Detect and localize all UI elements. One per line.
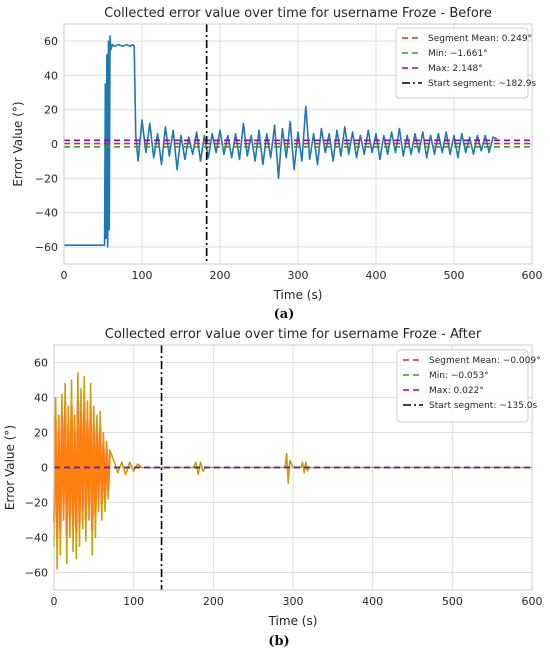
chart1-legend-box — [395, 27, 529, 99]
chart2-legend-box — [396, 349, 529, 423]
chart2-ytick-label-3: 0 — [41, 462, 48, 475]
chart2-ytick-label-6: 60 — [34, 357, 48, 370]
chart1-ytick-label-4: 20 — [44, 104, 58, 117]
chart2-xtick-label-5: 500 — [442, 595, 463, 608]
chart2-ytick-label-4: 20 — [34, 427, 48, 440]
chart2-caption: (b) — [268, 634, 289, 649]
chart1-ytick-label-1: −40 — [35, 207, 58, 220]
chart1-legend: Segment Mean: 0.249° Min: −1.661° Max: 2.1… — [395, 27, 537, 99]
chart2-series-overlay-0 — [52, 401, 111, 539]
chart1: 0 100 200 300 400 500 600 −60 −40 −20 0 20 40 60 Colle… — [11, 6, 543, 322]
chart2-xlabel: Time (s) — [268, 614, 318, 628]
chart1-ytick-label-2: −20 — [35, 172, 58, 185]
chart2-legend-label-mean: Segment Mean: −0.009° — [429, 356, 541, 366]
chart1-xtick-label-5: 500 — [444, 269, 465, 282]
chart2-legend-label-min: Min: −0.053° — [429, 371, 489, 381]
chart2-xtick-label-1: 100 — [123, 595, 144, 608]
chart1-series-line-0 — [64, 35, 498, 248]
chart1-ytick-label-3: 0 — [51, 138, 58, 151]
chart2-ytick-label-1: −40 — [25, 532, 48, 545]
chart1-xtick-label-2: 200 — [210, 269, 231, 282]
chart2-ylabel: Error Value (°) — [3, 425, 17, 510]
chart1-ytick-label-5: 40 — [44, 69, 58, 82]
chart2: 0 100 200 300 400 500 600 −60 −40 −20 0 20 40 60 Colle… — [3, 327, 543, 649]
chart1-legend-label-mean: Segment Mean: 0.249° — [428, 34, 532, 44]
chart1-xtick-label-4: 400 — [366, 269, 387, 282]
chart2-legend-label-max: Max: 0.022° — [429, 386, 484, 396]
chart1-xlabel: Time (s) — [273, 288, 323, 302]
chart1-ytick-label-6: 60 — [44, 35, 58, 48]
chart1-xtick-label-3: 300 — [288, 269, 309, 282]
chart1-xtick-label-0: 0 — [61, 269, 68, 282]
chart1-title: Collected error value over time for user… — [104, 6, 492, 21]
chart2-xtick-label-6: 600 — [522, 595, 543, 608]
chart2-xtick-label-2: 200 — [203, 595, 224, 608]
chart2-frame — [53, 344, 533, 591]
chart1-ylabel: Error Value (°) — [11, 101, 25, 186]
chart1-xtick-label-6: 600 — [522, 269, 543, 282]
chart2-xtick-label-3: 300 — [283, 595, 304, 608]
chart1-frame — [63, 23, 533, 265]
chart2-title: Collected error value over time for user… — [105, 327, 482, 342]
chart2-legend: Segment Mean: −0.009° Min: −0.053° Max: 0.… — [396, 349, 541, 423]
chart1-ytick-label-0: −60 — [35, 241, 58, 254]
chart1-legend-label-start: Start segment: ~182.9s — [428, 79, 537, 89]
chart2-ytick-label-5: 40 — [34, 392, 48, 405]
chart2-xtick-label-0: 0 — [51, 595, 58, 608]
chart2-legend-label-start: Start segment: ~135.0s — [429, 401, 538, 411]
chart1-xtick-label-1: 100 — [132, 269, 153, 282]
chart1-legend-label-min: Min: −1.661° — [428, 49, 488, 59]
chart2-ytick-label-2: −20 — [25, 497, 48, 510]
chart2-ytick-label-0: −60 — [25, 567, 48, 580]
chart1-legend-label-max: Max: 2.148° — [428, 64, 483, 74]
chart1-caption: (a) — [274, 307, 295, 322]
chart2-xtick-label-4: 400 — [362, 595, 383, 608]
